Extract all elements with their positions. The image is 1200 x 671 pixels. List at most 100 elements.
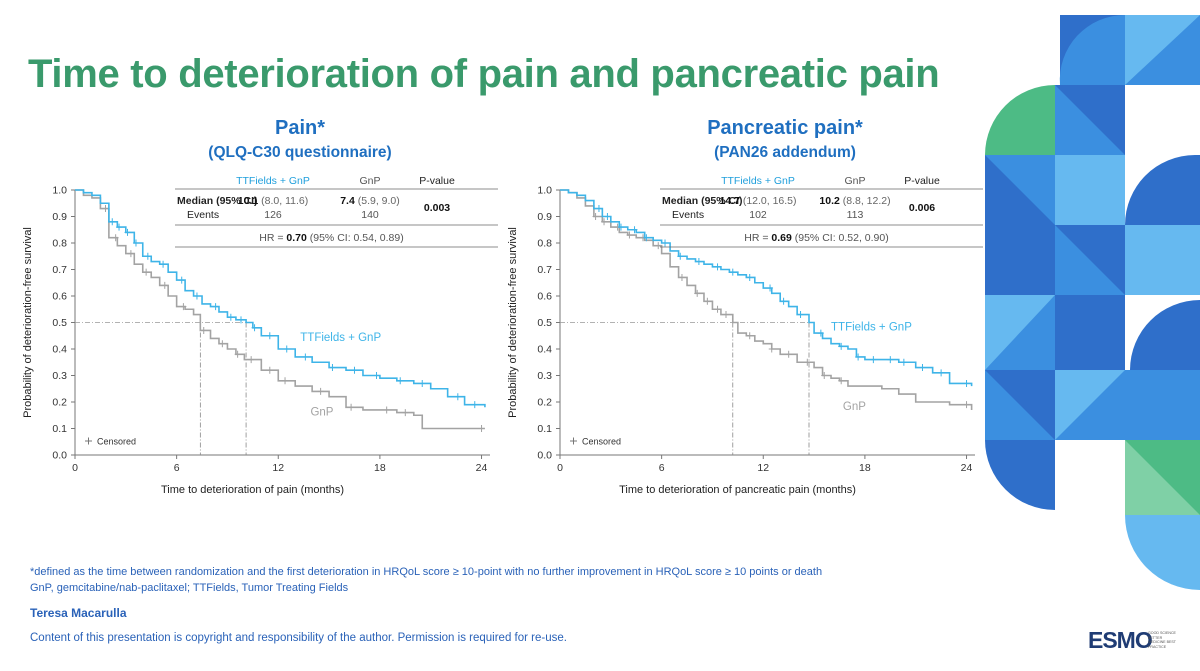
y-tick-label: 0.3 [52,370,67,382]
censor-mark [855,353,862,361]
y-tick-label: 0.9 [52,211,67,223]
esmo-logo-text: ESMO [1088,627,1153,653]
chart-title: Pain* [274,117,326,139]
y-tick-label: 0.4 [52,344,67,356]
y-axis-label: Probability of deterioration-free surviv… [22,227,34,418]
censor-mark [160,260,167,268]
censor-mark [919,364,926,372]
y-axis-label: Probability of deterioration-free surviv… [507,227,519,418]
y-tick-label: 0.2 [537,397,552,409]
censor-mark [238,316,244,324]
censor-mark [662,239,669,247]
panel-title-pancreatic-pain: Pancreatic pain* (PAN26 addendum) [655,117,915,162]
censor-mark [109,218,116,226]
censor-mark [212,303,219,311]
censor-mark [714,263,721,271]
censor-mark [963,379,970,387]
censor-mark [317,387,324,395]
censor-mark [351,366,358,374]
censor-mark [478,425,485,432]
table-ttf-median: 10.1 (8.0, 11.6) [238,195,308,207]
censor-mark [127,250,134,258]
x-tick-label: 0 [72,462,78,474]
author-name: Teresa Macarulla [30,606,127,620]
censor-mark [695,258,702,266]
table-events-label: Events [672,209,704,221]
censor-mark [454,393,461,401]
table-ttf-events: 126 [264,209,282,221]
x-tick-label: 12 [272,462,284,474]
y-tick-label: 0.8 [537,238,552,250]
censor-mark [677,252,684,260]
esmo-logo-tagline: GOOD SCIENCE BETTER MEDICINE BEST PRACTI… [1148,631,1176,649]
censor-mark [329,364,336,372]
table-hr-prefix: HR = [744,232,771,244]
series-label-gnp: GnP [310,406,333,418]
table-hr-ci: (95% CI: 0.52, 0.90) [792,232,889,244]
x-tick-label: 0 [557,462,563,474]
censor-mark [471,401,478,409]
x-tick-label: 24 [961,462,973,474]
censor-mark [626,231,633,239]
y-tick-label: 0.7 [52,264,67,276]
y-tick-label: 0.7 [537,264,552,276]
y-tick-label: 0.3 [537,370,552,382]
table-header-gnp: GnP [359,175,380,187]
km-chart-pain: 0.0 0.1 0.2 0.3 0.4 0.5 0.6 0.7 0.8 0.9 1.0 0 6 12 18 2… [22,175,498,496]
chart-subtitle: (QLQ-C30 questionnaire) [208,144,392,161]
censor-mark [161,281,168,289]
table-hazard-ratio: HR = 0.69 (95% CI: 0.52, 0.90) [744,232,888,244]
censor-mark [643,234,650,242]
censor-mark [604,213,611,220]
table-hr-prefix: HR = [259,232,286,244]
table-gnp-median-ci: (8.8, 12.2) [840,195,891,207]
censor-mark [746,332,753,340]
censor-mark [419,379,426,387]
censor-mark [248,356,255,364]
esmo-logo: ESMO GOOD SCIENCE BETTER MEDICINE BEST P… [1088,627,1178,657]
censor-mark [266,366,273,374]
censor-mark [397,377,404,385]
censor-mark [402,409,409,417]
km-chart-pancreatic-pain: 0.0 0.1 0.2 0.3 0.4 0.5 0.6 0.7 0.8 0.9 1.0 0 6 12 18 2… [507,175,983,496]
slide-title: Time to deterioration of pain and pancre… [28,52,940,96]
table-ttf-median-ci: (8.0, 11.6) [258,195,308,207]
series-label-gnp: GnP [843,401,866,413]
table-hr-value: 0.70 [286,232,307,244]
censor-mark [797,311,804,319]
censor-mark [617,223,624,231]
censor-mark [383,406,390,414]
y-tick-label: 0.8 [52,238,67,250]
censored-legend-mark [85,437,92,445]
censor-mark [601,218,608,226]
table-median-label: Median (95% CI) [662,195,743,207]
y-tick-label: 0.1 [52,423,67,435]
censor-mark [887,356,894,364]
y-tick-label: 1.0 [537,185,552,197]
copyright-notice: Content of this presentation is copyrigh… [30,632,567,644]
footnote-abbreviations: GnP, gemcitabine/nab-paclitaxel; TTField… [30,582,349,594]
table-header-ttfields-gnp: TTFields + GnP [721,175,795,187]
censor-mark [678,273,685,281]
censor-mark [143,268,150,276]
censor-mark [900,358,907,366]
table-events-label: Events [187,209,219,221]
censor-mark [694,289,701,297]
censor-mark [124,228,131,236]
censor-mark [631,226,638,234]
table-median-label: Median (95% CI) [177,195,258,207]
censor-mark [234,350,241,358]
censor-mark [817,329,824,337]
table-gnp-median: 7.4 (5.9, 9.0) [340,195,400,207]
censor-mark [180,303,187,311]
table-gnp-events: 113 [847,209,864,221]
censor-mark [785,350,792,358]
table-pvalue: 0.003 [424,202,450,214]
censor-mark [283,345,290,353]
censor-mark [348,403,355,411]
x-tick-label: 18 [859,462,871,474]
table-gnp-median-value: 10.2 [819,195,840,207]
km-curve-ttfields-gnp [560,189,973,387]
table-header-pvalue: P-value [904,175,940,187]
table-gnp-median: 10.2 (8.8, 12.2) [819,195,890,207]
